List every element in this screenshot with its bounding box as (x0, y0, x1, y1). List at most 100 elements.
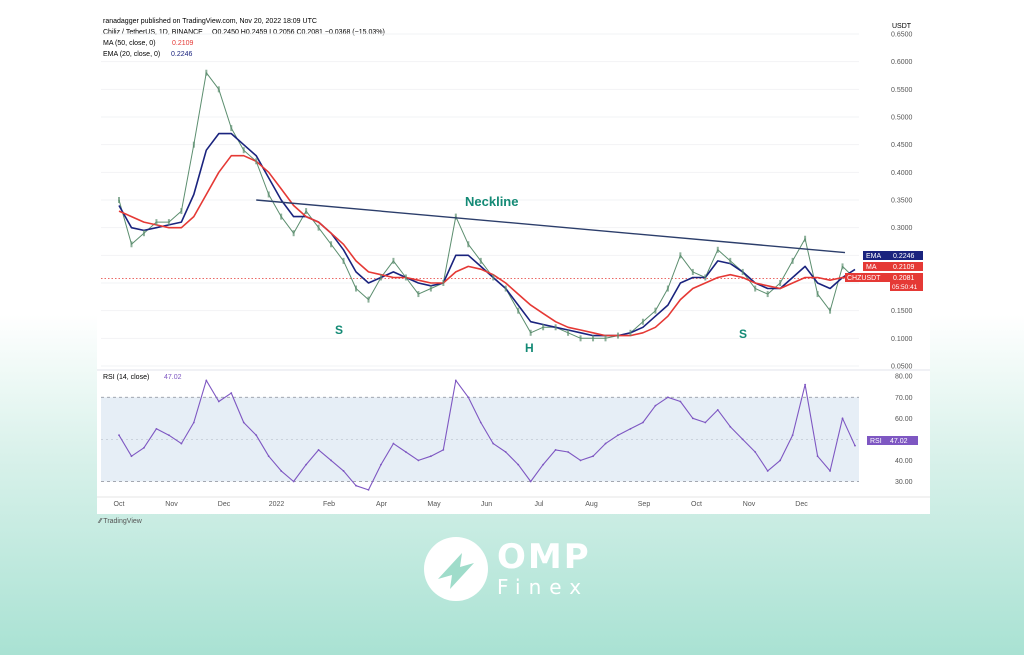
ma-legend-value: 0.2109 (172, 40, 194, 47)
price-candle (654, 307, 657, 314)
svg-text:RSI: RSI (870, 438, 882, 445)
rsi-point (517, 463, 520, 466)
price-chart-svg: ranadagger published on TradingView.com,… (97, 18, 930, 508)
price-candle (567, 329, 570, 336)
price-tick-label: 0.1000 (891, 336, 913, 343)
rsi-point (405, 451, 407, 453)
rsi-point (280, 470, 283, 472)
neckline-label: Neckline (465, 194, 518, 209)
price-candle (180, 208, 183, 215)
price-candle (342, 257, 345, 264)
rsi-point (118, 434, 120, 437)
rsi-point (267, 455, 270, 458)
rsi-point (642, 421, 644, 424)
publisher-text: ranadagger published on TradingView.com,… (103, 18, 317, 25)
rsi-point (180, 442, 183, 445)
rsi-point (392, 442, 395, 445)
rsi-point (342, 470, 345, 472)
svg-text:05:50:41: 05:50:41 (892, 284, 918, 291)
neckline (256, 199, 846, 254)
price-candle (242, 147, 245, 154)
tradingview-watermark: ⁄⁄ TradingView (99, 518, 142, 525)
rsi-point (704, 421, 707, 424)
tradingview-logo-icon: ⁄⁄ (99, 518, 104, 525)
price-candle (529, 329, 532, 336)
time-tick-label: Oct (691, 501, 702, 508)
rsi-tick-label: 40.00 (895, 458, 913, 465)
price-candle (841, 263, 844, 270)
price-candle (267, 191, 270, 198)
price-candle (729, 257, 732, 264)
rsi-point (330, 459, 332, 462)
rsi-point (691, 417, 694, 420)
price-tick-label: 0.5500 (891, 87, 913, 94)
price-candle (379, 274, 382, 281)
price-candle (704, 274, 707, 281)
rsi-point (529, 480, 532, 483)
ema-legend-label: EMA (20, close, 0) (103, 51, 160, 58)
rsi-point (791, 434, 794, 437)
price-tick-label: 0.4500 (891, 142, 913, 149)
ma-line (118, 154, 856, 337)
price-candle (305, 208, 308, 215)
time-tick-label: Feb (323, 501, 335, 508)
rsi-point (554, 448, 557, 451)
time-tick-label: Nov (743, 501, 756, 508)
rsi-point (205, 379, 208, 382)
price-series-group (118, 69, 856, 342)
ema-badge: EMA 0.2246 (863, 251, 923, 260)
price-tick-label: 0.4000 (891, 170, 913, 177)
chart-panel: ranadagger published on TradingView.com,… (97, 14, 930, 514)
time-tick-label: Oct (114, 501, 125, 508)
price-tick-label: 0.3500 (891, 198, 913, 205)
rsi-point (380, 463, 382, 466)
rsi-tick-label: 80.00 (895, 374, 913, 381)
price-tick-label: 0.6500 (891, 32, 913, 39)
rsi-point (155, 427, 158, 430)
price-candle (442, 280, 445, 286)
rsi-point (479, 421, 482, 424)
svg-text:CHZUSDT: CHZUSDT (847, 275, 881, 282)
symbol-line: Chiliz / TetherUS, 1D, BINANCE (103, 29, 203, 36)
rsi-point (542, 463, 545, 466)
svg-text:EMA: EMA (866, 253, 882, 260)
price-candle (417, 291, 420, 298)
rsi-line (118, 379, 856, 491)
price-candle (355, 285, 358, 292)
rsi-point (629, 427, 632, 430)
rsi-point (492, 442, 495, 445)
price-candle (604, 335, 607, 342)
rsi-point (130, 455, 133, 458)
time-tick-label: Jun (481, 501, 492, 508)
rsi-band (101, 397, 859, 482)
rsi-point (654, 404, 657, 407)
price-candle (791, 257, 794, 264)
price-tick-label: 0.3000 (891, 225, 913, 232)
time-tick-label: Aug (585, 501, 598, 508)
rsi-tick-label: 70.00 (895, 395, 913, 402)
price-candle (280, 213, 283, 220)
price-candle (641, 318, 644, 325)
time-tick-label: May (427, 501, 441, 508)
time-tick-label: Apr (376, 501, 388, 508)
rsi-point (242, 421, 245, 424)
time-tick-label: Jul (535, 501, 544, 508)
price-candle (205, 69, 208, 76)
price-candle (155, 219, 158, 226)
svg-text:47.02: 47.02 (890, 438, 908, 445)
rsi-point (816, 455, 819, 458)
ma-badge: MA 0.2109 (863, 262, 923, 271)
price-tick-label: 0.1500 (891, 308, 913, 315)
svg-text:0.2081: 0.2081 (893, 275, 915, 282)
time-axis: Oct Nov Dec 2022 Feb Apr May Jun Jul Aug Sep Oct Nov… (97, 369, 930, 508)
rsi-point (716, 408, 719, 411)
rsi-point (305, 463, 308, 466)
price-candle (779, 280, 782, 286)
rsi-point (592, 455, 594, 458)
rsi-point (766, 470, 769, 472)
rsi-point (217, 400, 220, 403)
brand-subtitle: Finex (497, 575, 590, 599)
head-label: H (525, 341, 534, 355)
price-candle (317, 224, 320, 231)
price-candle (130, 241, 133, 248)
